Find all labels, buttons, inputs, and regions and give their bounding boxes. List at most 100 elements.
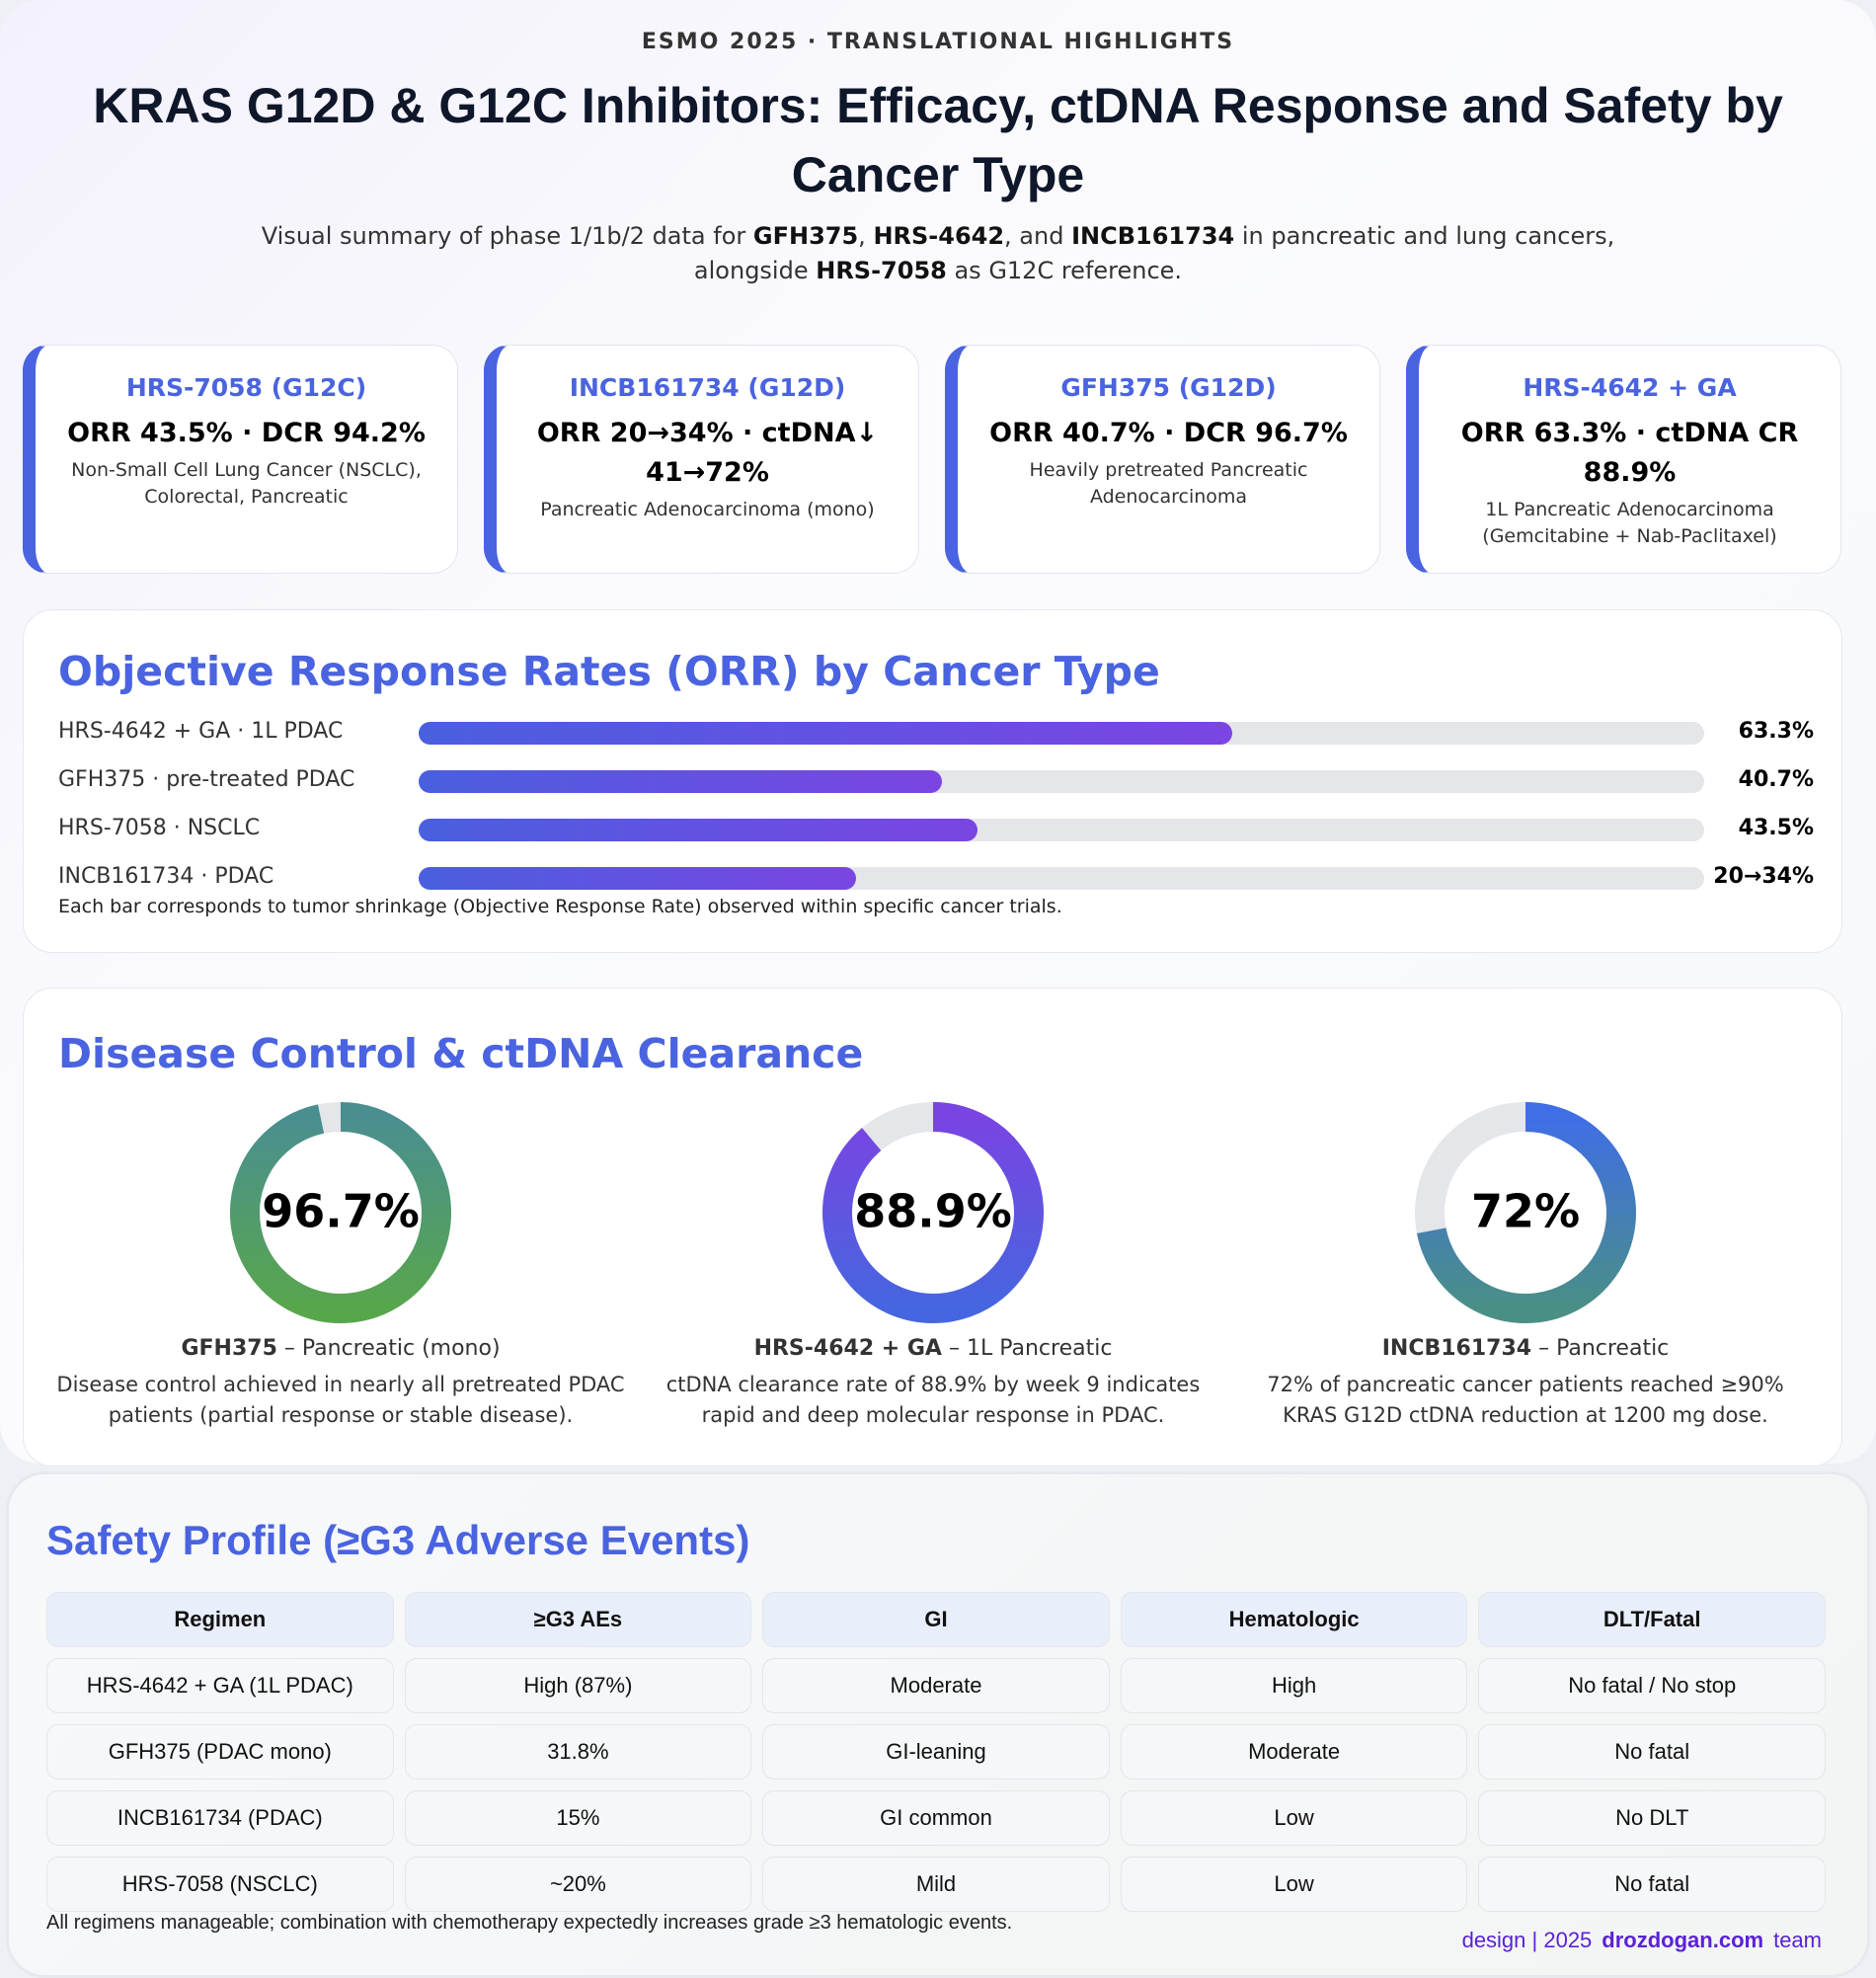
card-detail: Non-Small Cell Lung Cancer (NSCLC), Colo… — [71, 459, 422, 508]
card-detail: Heavily pretreated Pancreatic Adenocarci… — [1029, 459, 1308, 508]
caption: GFH375 – Pancreatic (mono) — [54, 1336, 627, 1361]
subtitle-part: in pancreatic and lung cancers, alongsid… — [693, 222, 1615, 284]
table-cell: No DLT — [1478, 1790, 1826, 1846]
table-cell: HRS-4642 + GA (1L PDAC) — [46, 1658, 394, 1713]
bar-track — [419, 770, 1704, 793]
subtitle-part: Visual summary of phase 1/1b/2 data for — [261, 222, 753, 250]
card-detail: 1L Pancreatic Adenocarcinoma (Gemcitabin… — [1482, 499, 1777, 547]
summary-card: GFH375 (G12D) ORR 40.7% · DCR 96.7% Heavil… — [945, 345, 1380, 574]
caption-name: HRS-4642 + GA — [753, 1336, 942, 1361]
card-metric: ORR 63.3% · ctDNA CR 88.9% — [1460, 418, 1799, 488]
table-cell: No fatal — [1478, 1724, 1826, 1780]
table-cell: Moderate — [762, 1658, 1110, 1713]
donut-arc — [822, 1102, 1044, 1323]
table-cell: High (87%) — [404, 1658, 752, 1713]
subtitle-part: GFH375 — [752, 222, 859, 250]
card-title: HRS-4642 + GA — [1523, 373, 1737, 402]
title: KRAS G12D & G12C Inhibitors: Efficacy, c… — [93, 78, 1783, 202]
control-panel: Disease Control & ctDNA Clearance 96.7% G… — [23, 988, 1842, 1466]
footer-part: design | 2025 — [1461, 1928, 1593, 1952]
bar — [419, 867, 856, 890]
safety-table: Regimen ≥G3 AEs GI Hematologic DLT/Fatal HRS-… — [46, 1592, 1826, 1912]
card-metric: ORR 43.5% · DCR 94.2% — [67, 418, 426, 448]
kicker: ESMO 2025 · TRANSLATIONAL HIGHLIGHTS — [641, 30, 1235, 54]
table-header: GI — [762, 1592, 1110, 1647]
card-title: INCB161734 (G12D) — [569, 373, 846, 402]
description: ctDNA clearance rate of 88.9% by week 9 … — [665, 1373, 1201, 1427]
donut: 96.7% — [230, 1102, 451, 1323]
subtitle-part: , — [858, 222, 874, 250]
subtitle-part: HRS-4642 — [873, 222, 1005, 250]
section-title: Safety Profile (≥G3 Adverse Events) — [46, 1517, 750, 1563]
summary-card: INCB161734 (G12D) ORR 20→34% · ctDNA↓ 41→… — [484, 345, 919, 574]
table-header: Regimen — [46, 1592, 394, 1647]
table-cell: 15% — [404, 1790, 752, 1846]
table-cell: ~20% — [404, 1857, 752, 1912]
footer-part: team — [1773, 1928, 1822, 1952]
table-cell: Mild — [762, 1857, 1110, 1912]
donut-arc — [1416, 1102, 1636, 1323]
card-detail: Pancreatic Adenocarcinoma (mono) — [540, 499, 875, 520]
description: 72% of pancreatic cancer patients reache… — [1267, 1373, 1784, 1427]
bar-label: INCB161734 · PDAC — [58, 864, 274, 889]
subtitle-part: as G12C reference. — [946, 257, 1183, 284]
table-cell: High — [1120, 1658, 1468, 1713]
table-cell: Low — [1120, 1857, 1468, 1912]
donut: 88.9% — [822, 1102, 1044, 1323]
card-title: GFH375 (G12D) — [1060, 373, 1277, 402]
section-title: Disease Control & ctDNA Clearance — [58, 1030, 864, 1077]
table-header: Hematologic — [1120, 1592, 1468, 1647]
bar-track — [419, 819, 1704, 841]
value-label: 20→34% — [1713, 864, 1814, 889]
table-cell: Low — [1120, 1790, 1468, 1846]
footer: design | 2025 drozdogan.com team — [1452, 1928, 1822, 1953]
bar-label: GFH375 · pre-treated PDAC — [58, 767, 355, 792]
bar — [419, 819, 978, 841]
note: All regimens manageable; combination wit… — [46, 1912, 1013, 1934]
bar-track — [419, 722, 1704, 745]
table-cell: INCB161734 (PDAC) — [46, 1790, 394, 1846]
table-cell: GI common — [762, 1790, 1110, 1846]
donut-label: 72% — [1471, 1185, 1580, 1238]
value-label: 63.3% — [1738, 719, 1814, 744]
description: Disease control achieved in nearly all p… — [56, 1373, 625, 1427]
caption: HRS-4642 + GA – 1L Pancreatic — [647, 1336, 1219, 1361]
orr-panel: Objective Response Rates (ORR) by Cancer… — [23, 609, 1842, 953]
card-title: HRS-7058 (G12C) — [125, 373, 367, 402]
donut-label: 96.7% — [262, 1185, 420, 1238]
caption-text: – Pancreatic — [1531, 1336, 1670, 1361]
donut-arc — [230, 1102, 451, 1323]
subtitle: Visual summary of phase 1/1b/2 data for … — [257, 219, 1619, 288]
section-title: Objective Response Rates (ORR) by Cancer… — [58, 648, 1160, 695]
subtitle-part: HRS-7058 — [816, 257, 947, 284]
subtitle-part: INCB161734 — [1071, 222, 1235, 250]
donut: 72% — [1415, 1102, 1636, 1323]
bar — [419, 770, 942, 793]
table-cell: HRS-7058 (NSCLC) — [46, 1857, 394, 1912]
summary-card: HRS-4642 + GA ORR 63.3% · ctDNA CR 88.9% 1… — [1406, 345, 1841, 574]
donut-label: 88.9% — [854, 1185, 1012, 1238]
bar-track — [419, 867, 1704, 890]
footer-part: drozdogan.com — [1602, 1928, 1764, 1952]
note: Each bar corresponds to tumor shrinkage … — [58, 896, 1062, 917]
table-cell: GI-leaning — [762, 1724, 1110, 1780]
summary-card: HRS-7058 (G12C) ORR 43.5% · DCR 94.2% Non-… — [23, 345, 458, 574]
table-cell: No fatal / No stop — [1478, 1658, 1826, 1713]
caption-name: GFH375 — [181, 1336, 277, 1361]
value-label: 40.7% — [1738, 767, 1814, 792]
card-metric: ORR 40.7% · DCR 96.7% — [989, 418, 1348, 448]
subtitle-part: , and — [1004, 222, 1072, 250]
caption-text: – Pancreatic (mono) — [276, 1336, 501, 1361]
bar — [419, 722, 1233, 745]
bar-label: HRS-7058 · NSCLC — [58, 816, 261, 840]
bar-label: HRS-4642 + GA · 1L PDAC — [58, 719, 344, 744]
table-header: DLT/Fatal — [1478, 1592, 1826, 1647]
table-cell: GFH375 (PDAC mono) — [46, 1724, 394, 1780]
card-metric: ORR 20→34% · ctDNA↓ 41→72% — [536, 418, 879, 488]
caption-name: INCB161734 — [1381, 1336, 1532, 1361]
table-cell: No fatal — [1478, 1857, 1826, 1912]
table-cell: Moderate — [1120, 1724, 1468, 1780]
caption: INCB161734 – Pancreatic — [1239, 1336, 1812, 1361]
caption-text: – 1L Pancreatic — [941, 1336, 1113, 1361]
